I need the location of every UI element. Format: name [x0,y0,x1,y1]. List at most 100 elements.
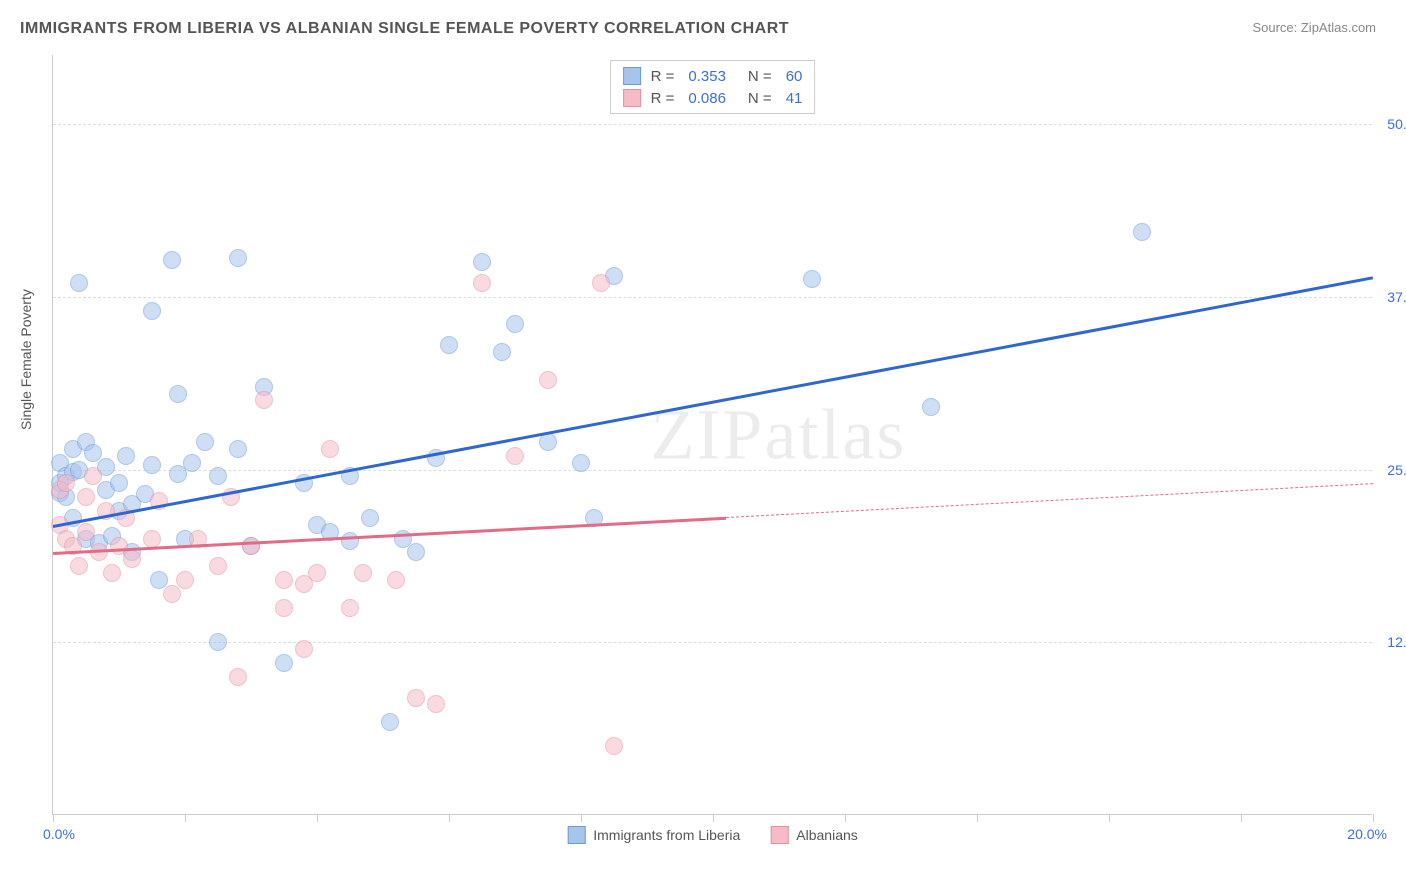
x-tick [581,814,582,822]
x-tick [1373,814,1374,822]
x-tick [317,814,318,822]
data-point [103,564,121,582]
data-point [275,654,293,672]
data-point [407,689,425,707]
legend-swatch-icon [623,89,641,107]
y-tick-label: 50.0% [1387,116,1406,132]
legend-item: Albanians [770,826,858,844]
legend-row: R = 0.086 N = 41 [623,87,803,109]
x-axis-end-label: 20.0% [1347,826,1387,842]
data-point [70,557,88,575]
legend-r-value: 0.353 [688,68,726,85]
data-point [163,251,181,269]
data-point [57,474,75,492]
gridline-h [53,470,1372,471]
data-point [143,302,161,320]
data-point [77,523,95,541]
data-point [275,571,293,589]
legend-swatch-icon [770,826,788,844]
data-point [196,433,214,451]
data-point [506,447,524,465]
gridline-h [53,642,1372,643]
data-point [84,467,102,485]
data-point [143,456,161,474]
data-point [605,737,623,755]
data-point [123,550,141,568]
data-point [242,537,260,555]
chart-container: IMMIGRANTS FROM LIBERIA VS ALBANIAN SING… [0,0,1406,892]
data-point [361,509,379,527]
source-label: Source: ZipAtlas.com [1252,20,1376,35]
data-point [539,371,557,389]
data-point [229,440,247,458]
gridline-h [53,124,1372,125]
data-point [295,640,313,658]
legend-row: R = 0.353 N = 60 [623,65,803,87]
data-point [110,474,128,492]
data-point [427,695,445,713]
y-tick-label: 25.0% [1387,462,1406,478]
data-point [493,343,511,361]
data-point [229,249,247,267]
x-tick [53,814,54,822]
y-tick-label: 37.5% [1387,289,1406,305]
data-point [163,585,181,603]
data-point [70,274,88,292]
legend-swatch-icon [567,826,585,844]
legend-label: Immigrants from Liberia [593,827,740,843]
data-point [275,599,293,617]
data-point [922,398,940,416]
trend-line [53,276,1373,527]
stats-legend: R = 0.353 N = 60 R = 0.086 N = 41 [610,60,816,114]
data-point [209,633,227,651]
data-point [381,713,399,731]
data-point [341,599,359,617]
x-axis-start-label: 0.0% [43,826,75,842]
data-point [440,336,458,354]
legend-swatch-icon [623,67,641,85]
legend-n-value: 41 [786,90,803,107]
data-point [90,543,108,561]
data-point [473,253,491,271]
legend-label: Albanians [796,827,858,843]
data-point [77,488,95,506]
plot-area: ZIPatlas R = 0.353 N = 60 R = 0.086 N = … [52,55,1372,815]
chart-title: IMMIGRANTS FROM LIBERIA VS ALBANIAN SING… [20,20,789,38]
legend-r-label: R = [651,90,675,107]
data-point [473,274,491,292]
data-point [209,467,227,485]
x-tick [1109,814,1110,822]
x-tick [185,814,186,822]
data-point [572,454,590,472]
legend-item: Immigrants from Liberia [567,826,740,844]
data-point [1133,223,1151,241]
y-axis-title: Single Female Poverty [18,289,34,430]
data-point [143,530,161,548]
y-tick-label: 12.5% [1387,634,1406,650]
legend-r-value: 0.086 [688,90,726,107]
x-tick [1241,814,1242,822]
data-point [255,391,273,409]
legend-n-value: 60 [786,68,803,85]
x-tick [845,814,846,822]
data-point [169,385,187,403]
trend-line [726,483,1373,518]
series-legend: Immigrants from Liberia Albanians [567,826,858,844]
data-point [117,447,135,465]
data-point [354,564,372,582]
x-tick [449,814,450,822]
data-point [84,444,102,462]
data-point [592,274,610,292]
gridline-h [53,297,1372,298]
data-point [321,440,339,458]
data-point [387,571,405,589]
data-point [209,557,227,575]
x-tick [713,814,714,822]
data-point [506,315,524,333]
x-tick [977,814,978,822]
data-point [407,543,425,561]
data-point [229,668,247,686]
legend-n-label: N = [748,68,772,85]
data-point [308,564,326,582]
data-point [539,433,557,451]
